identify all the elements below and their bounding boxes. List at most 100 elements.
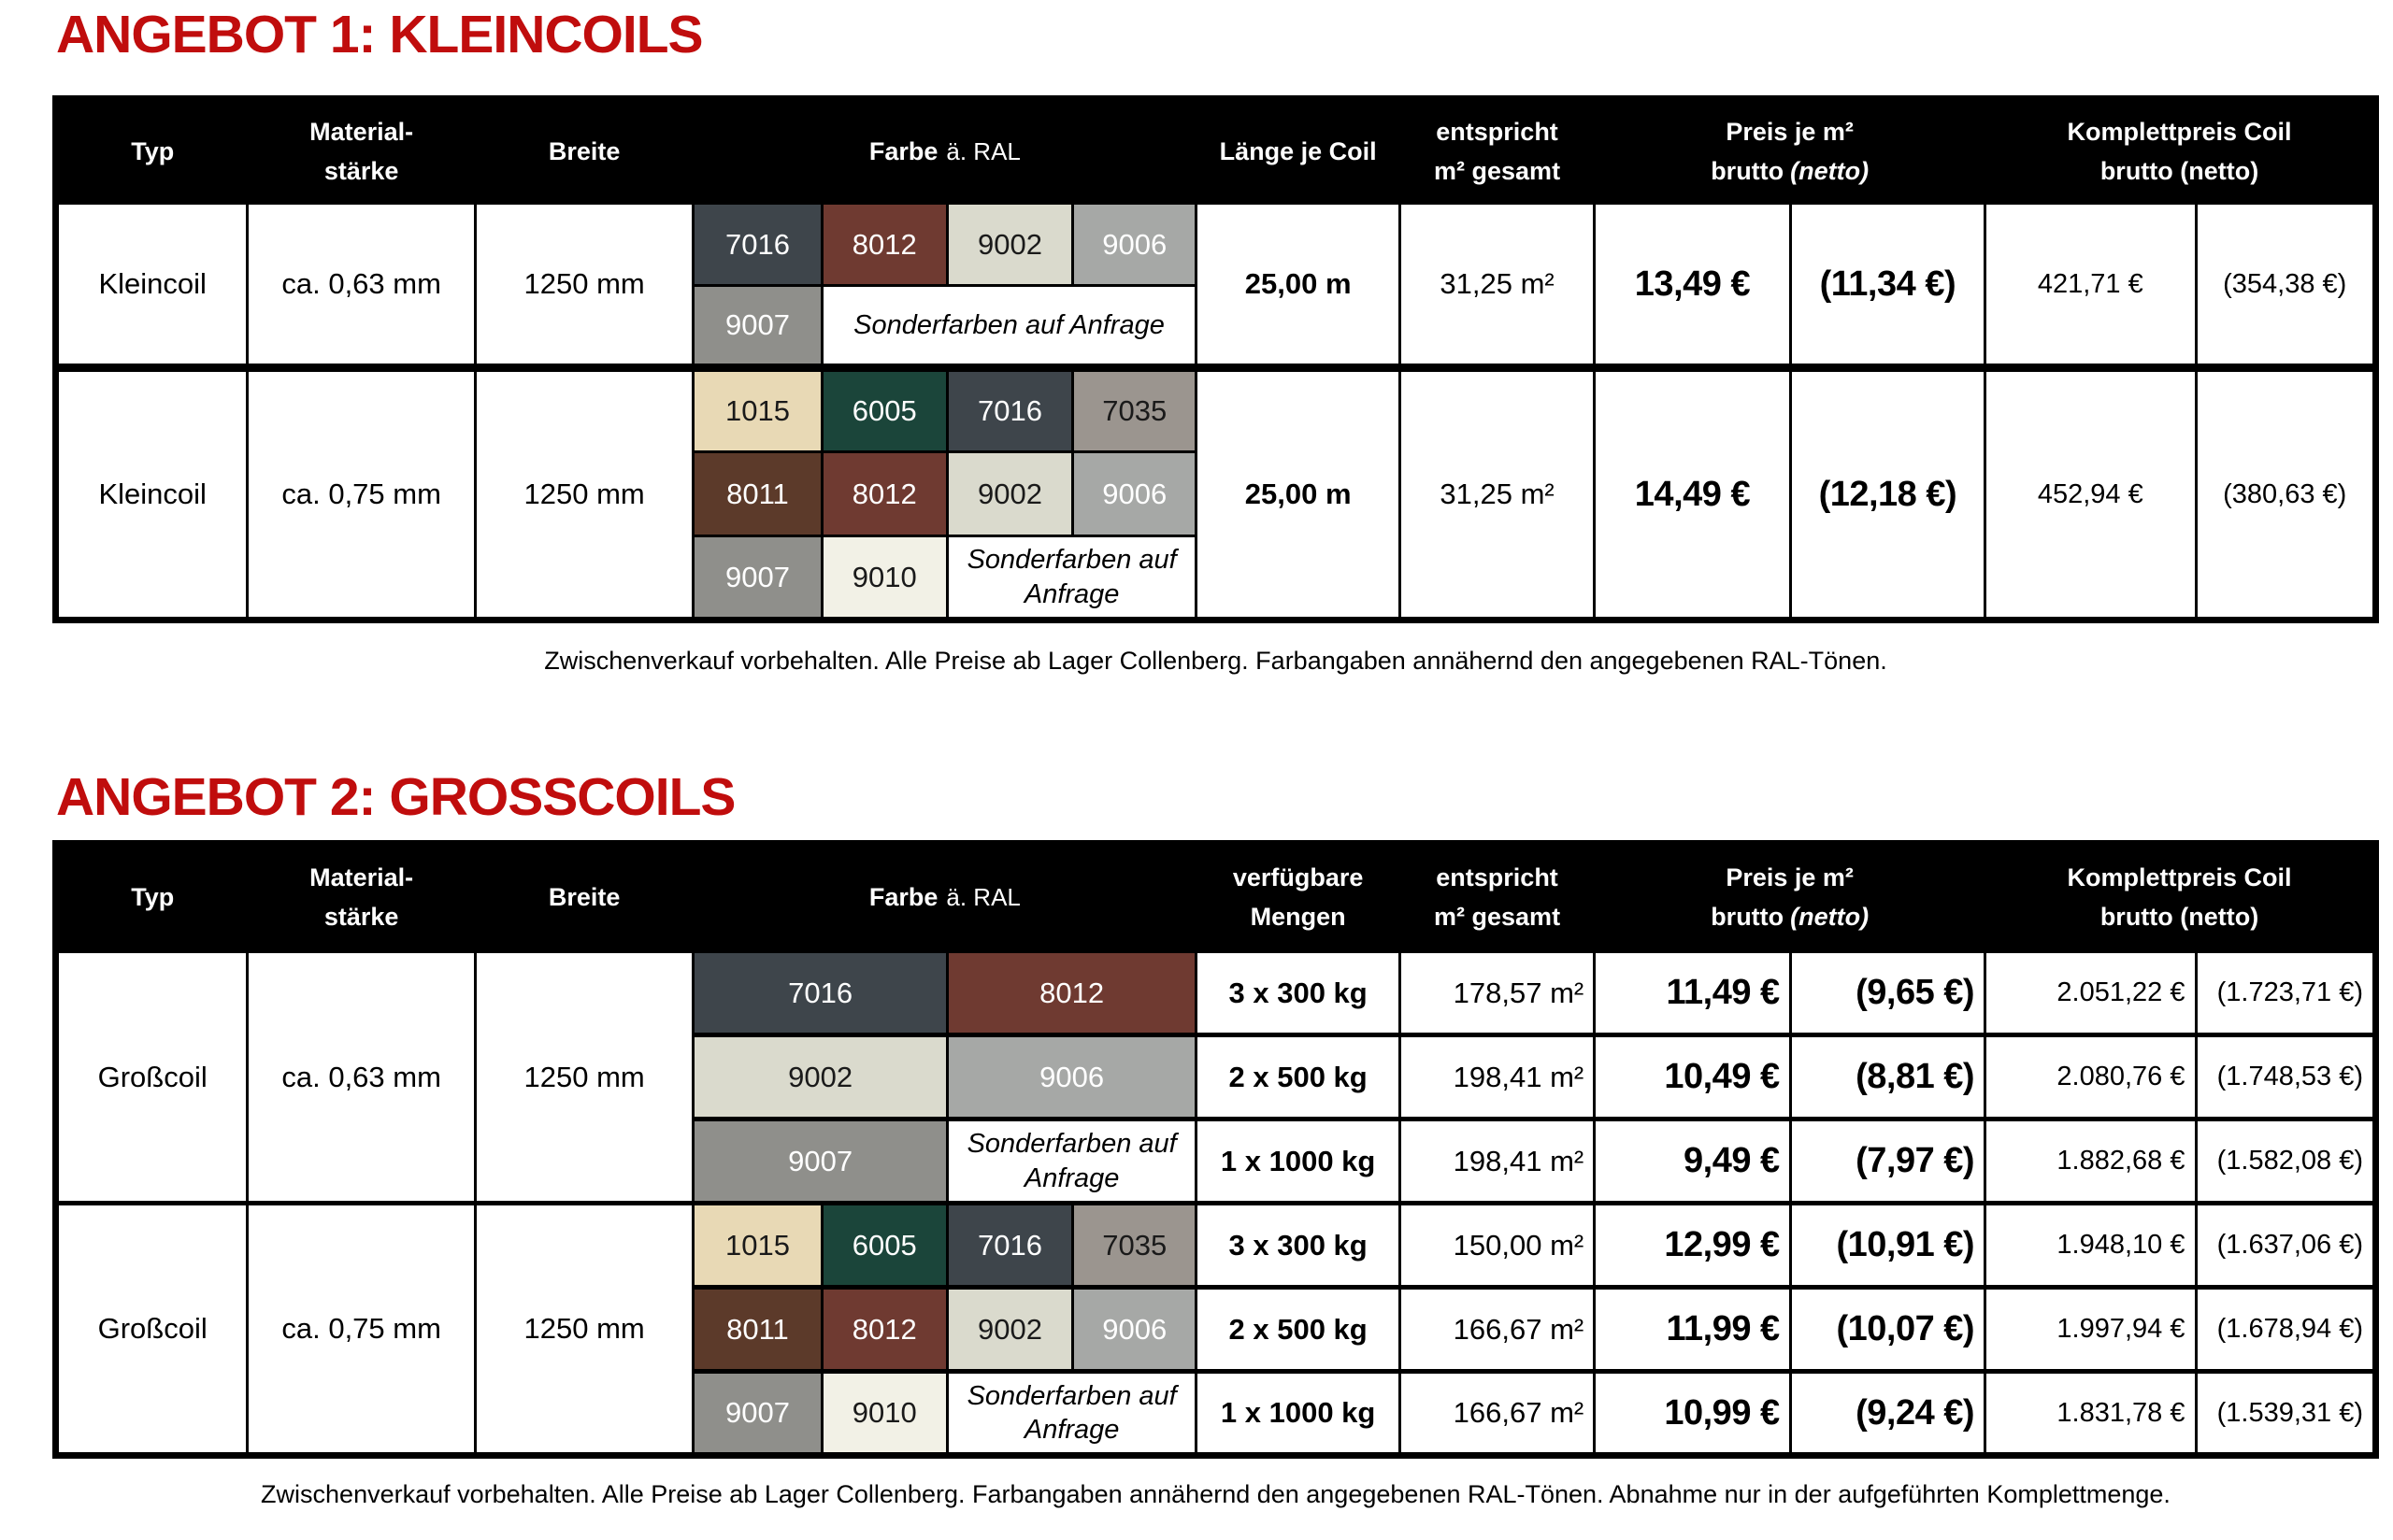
col-header-komplettpreis: Komplettpreis Coil brutto (netto)	[1984, 97, 2377, 205]
ral-swatch: 7016	[692, 948, 949, 1037]
preis-brutto-cell: 9,49 €	[1593, 1117, 1792, 1205]
ral-swatch: 8012	[945, 948, 1198, 1037]
ral-swatch: 9006	[945, 1033, 1198, 1121]
preis-brutto-label: brutto	[1711, 902, 1784, 931]
material-cell: ca. 0,63 mm	[246, 948, 477, 1205]
col-header-typ: Typ	[53, 97, 250, 205]
preis-netto-cell: (9,65 €)	[1788, 948, 1987, 1037]
col-header-preis: Preis je m² brutto (netto)	[1593, 842, 1987, 952]
preis-header-line2: brutto (netto)	[1598, 898, 1983, 937]
preis-netto-label: (netto)	[1790, 156, 1870, 185]
ral-swatch: 6005	[820, 1201, 949, 1290]
col-header-farbe: Farbe ä. RAL	[692, 97, 1198, 205]
komplettpreis-netto-cell: (1.637,06 €)	[2194, 1201, 2377, 1290]
ral-swatch: 7016	[945, 366, 1075, 453]
col-header-entspricht: entspricht m² gesamt	[1397, 842, 1597, 952]
menge-cell: 3 x 300 kg	[1195, 1201, 1401, 1290]
table-header-row: Typ Material- stärke Breite Farbe ä. RAL …	[53, 97, 2377, 205]
komplett-header-line1: Komplettpreis Coil	[2067, 117, 2292, 146]
komplettpreis-netto-cell: (1.678,94 €)	[2194, 1285, 2377, 1374]
preis-netto-cell: (9,24 €)	[1788, 1369, 1987, 1458]
ral-swatch: 9007	[692, 284, 824, 372]
col-header-mengen: verfügbare Mengen	[1195, 842, 1401, 952]
ral-swatch: 8012	[820, 450, 949, 537]
ral-swatch: 8012	[820, 1285, 949, 1374]
preis-netto-label: (netto)	[1790, 902, 1870, 931]
komplettpreis-brutto-cell: 1.997,94 €	[1984, 1285, 2198, 1374]
komplettpreis-netto-cell: (1.582,08 €)	[2194, 1117, 2377, 1205]
typ-cell: Kleincoil	[53, 202, 250, 372]
ral-swatch: 9002	[945, 1285, 1075, 1374]
farbe-sublabel: ä. RAL	[946, 882, 1021, 911]
ral-swatch: 9006	[1071, 1285, 1198, 1374]
menge-cell: 1 x 1000 kg	[1195, 1117, 1401, 1205]
col-header-material: Material- stärke	[246, 842, 477, 952]
sonderfarben-cell: Sonderfarben auf Anfrage	[820, 284, 1198, 372]
table-row: 8011 8012 9002 9006 2 x 500 kg 166,67 m²…	[56, 1285, 2377, 1374]
angebot1-title: ANGEBOT 1: KLEINCOILS	[56, 5, 704, 64]
flaeche-cell: 198,41 m²	[1397, 1117, 1597, 1205]
preis-brutto-cell: 11,49 €	[1593, 948, 1792, 1037]
preis-netto-cell: (7,97 €)	[1788, 1117, 1987, 1205]
farbe-label: Farbe	[868, 136, 939, 165]
table-row: 9007 Sonderfarben auf Anfrage	[56, 284, 2376, 372]
komplettpreis-netto-cell: (380,63 €)	[2194, 366, 2377, 621]
table-row: 9007 9010 Sonderfarben auf Anfrage 1 x 1…	[56, 1369, 2377, 1458]
sonderfarben-cell: Sonderfarben auf Anfrage	[945, 1117, 1198, 1205]
col-header-farbe: Farbe ä. RAL	[692, 842, 1198, 952]
menge-cell: 2 x 500 kg	[1195, 1285, 1401, 1374]
preis-brutto-cell: 14,49 €	[1593, 366, 1792, 621]
material-cell: ca. 0,75 mm	[246, 366, 477, 621]
farbe-label: Farbe	[868, 882, 939, 911]
angebot2-title: ANGEBOT 2: GROSSCOILS	[56, 767, 736, 827]
laenge-cell: 25,00 m	[1195, 202, 1401, 372]
col-header-komplettpreis: Komplettpreis Coil brutto (netto)	[1984, 842, 2377, 952]
table-row: 9002 9006 2 x 500 kg 198,41 m² 10,49 € (…	[56, 1033, 2377, 1121]
breite-cell: 1250 mm	[473, 1201, 695, 1458]
ral-swatch: 9007	[692, 1369, 824, 1458]
menge-cell: 2 x 500 kg	[1195, 1033, 1401, 1121]
ral-swatch: 9010	[820, 1369, 949, 1458]
grosscoils-table: Typ Material- stärke Breite Farbe ä. RAL …	[52, 840, 2379, 1459]
typ-cell: Großcoil	[53, 1201, 250, 1458]
preis-netto-cell: (10,91 €)	[1788, 1201, 1987, 1290]
table-row: Großcoil ca. 0,75 mm 1250 mm 1015 6005 7…	[53, 1201, 2377, 1458]
preis-netto-cell: (8,81 €)	[1788, 1033, 1987, 1121]
table-header-row: Typ Material- stärke Breite Farbe ä. RAL …	[53, 842, 2377, 952]
sonderfarben-cell: Sonderfarben auf Anfrage	[945, 535, 1198, 621]
breite-cell: 1250 mm	[473, 202, 695, 372]
preis-brutto-cell: 13,49 €	[1593, 202, 1792, 372]
breite-cell: 1250 mm	[473, 366, 695, 621]
kleincoils-table: Typ Material- stärke Breite Farbe ä. RAL …	[52, 95, 2379, 623]
komplett-header-line2: brutto (netto)	[2099, 156, 2259, 185]
flaeche-cell: 31,25 m²	[1397, 366, 1597, 621]
preis-header-line1: Preis je m²	[1726, 117, 1854, 146]
ral-swatch: 7016	[945, 1201, 1075, 1290]
komplett-header-line2: brutto (netto)	[2099, 902, 2259, 931]
komplettpreis-brutto-cell: 421,71 €	[1984, 202, 2198, 372]
flaeche-cell: 166,67 m²	[1397, 1369, 1597, 1458]
table-row: Großcoil ca. 0,63 mm 1250 mm 7016 8012 3…	[53, 948, 2377, 1205]
table-row: Kleincoil ca. 0,63 mm 1250 mm 7016 8012 …	[53, 202, 2377, 372]
table2-footnote: Zwischenverkauf vorbehalten. Alle Preise…	[261, 1480, 2171, 1508]
ral-swatch: 9002	[945, 450, 1075, 537]
preis-netto-cell: (10,07 €)	[1788, 1285, 1987, 1374]
col-header-breite: Breite	[473, 97, 695, 205]
komplettpreis-brutto-cell: 452,94 €	[1984, 366, 2198, 621]
flaeche-cell: 150,00 m²	[1397, 1201, 1597, 1290]
ral-swatch: 1015	[692, 366, 824, 453]
flaeche-cell: 166,67 m²	[1397, 1285, 1597, 1374]
preis-header-line1: Preis je m²	[1726, 863, 1854, 891]
col-header-entspricht: entspricht m² gesamt	[1397, 97, 1597, 205]
col-header-material: Material- stärke	[246, 97, 477, 205]
ral-swatch: 9007	[692, 535, 824, 621]
sonderfarben-cell: Sonderfarben auf Anfrage	[945, 1369, 1198, 1458]
komplettpreis-brutto-cell: 1.831,78 €	[1984, 1369, 2198, 1458]
ral-swatch: 1015	[692, 1201, 824, 1290]
preis-brutto-cell: 12,99 €	[1593, 1201, 1792, 1290]
flaeche-cell: 31,25 m²	[1397, 202, 1597, 372]
ral-swatch: 8011	[692, 1285, 824, 1374]
laenge-cell: 25,00 m	[1195, 366, 1401, 621]
komplettpreis-brutto-cell: 2.080,76 €	[1984, 1033, 2198, 1121]
